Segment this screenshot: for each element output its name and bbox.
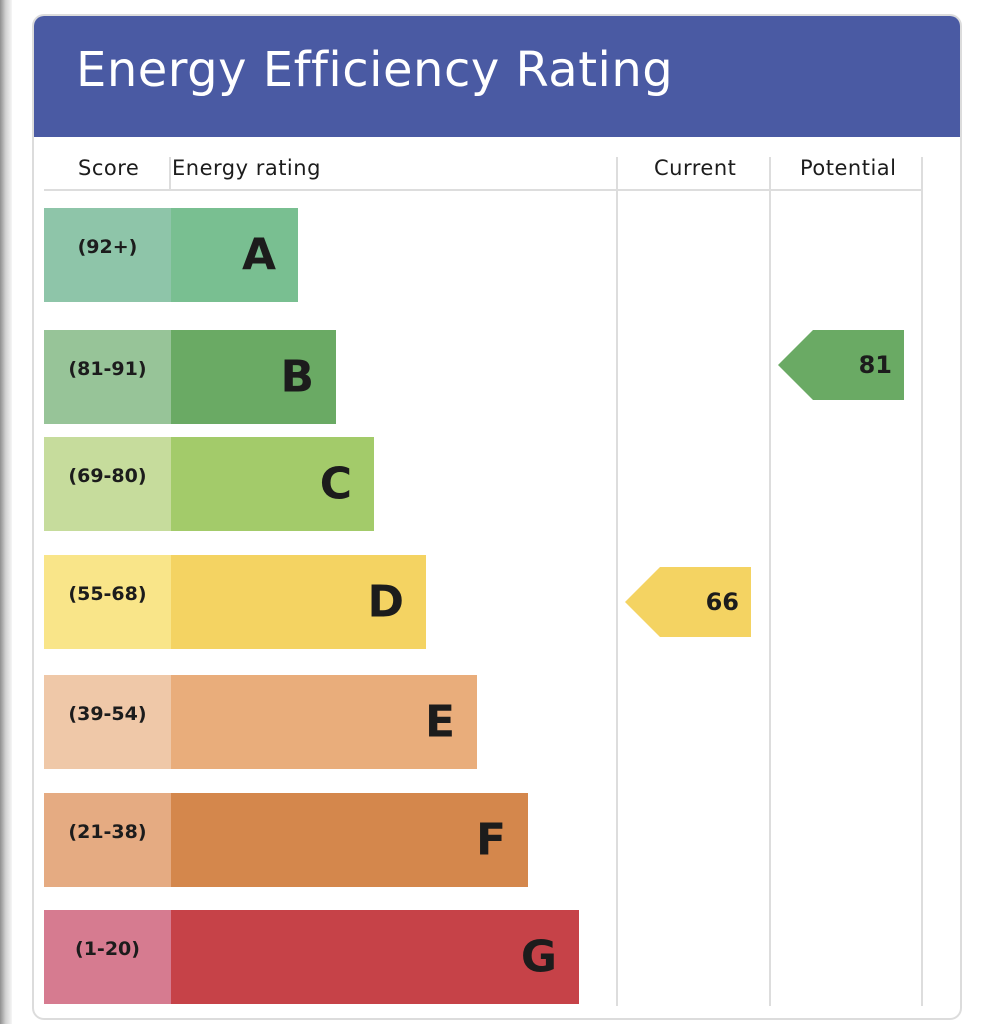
current-rating-value: 66 [705,588,739,616]
right-column-line [921,157,923,1006]
band-letter: B [280,351,314,403]
band-letter: E [424,696,455,748]
band-bar-e: E [171,675,477,769]
band-letter: G [520,931,557,983]
band-letter: A [241,229,276,281]
score-range-a: (92+) [44,208,171,302]
header-bar: Energy Efficiency Rating [34,16,960,137]
score-divider [169,157,171,189]
score-range-f: (21-38) [44,793,171,887]
band-bar-g: G [171,910,579,1004]
potential-column-header: Potential [800,156,897,180]
chart-title: Energy Efficiency Rating [76,42,674,98]
score-range-c: (69-80) [44,437,171,531]
current-rating-arrow: 66 [625,567,751,637]
score-range-label: (69-80) [68,465,147,487]
score-range-label: (21-38) [68,821,147,843]
header-divider [44,189,922,191]
score-range-label: (92+) [77,236,138,258]
score-range-e: (39-54) [44,675,171,769]
potential-rating-value: 81 [858,351,892,379]
potential-column-line [769,157,771,1006]
band-bar-b: B [171,330,336,424]
score-range-label: (1-20) [75,938,140,960]
band-letter: C [319,458,352,510]
score-range-g: (1-20) [44,910,171,1004]
score-range-label: (81-91) [68,358,147,380]
score-range-b: (81-91) [44,330,171,424]
band-letter: D [367,576,404,628]
potential-rating-arrow: 81 [778,330,904,400]
band-bar-f: F [171,793,528,887]
potential-arrow-shape [778,330,904,400]
band-bar-a: A [171,208,298,302]
score-range-d: (55-68) [44,555,171,649]
energy-rating-column-header: Energy rating [172,156,321,180]
page-edge-shadow [0,0,12,1024]
band-bar-d: D [171,555,426,649]
current-arrow-shape [625,567,751,637]
current-column-header: Current [654,156,737,180]
current-column-line [616,157,618,1006]
score-column-header: Score [78,156,140,180]
score-range-label: (39-54) [68,703,147,725]
score-range-label: (55-68) [68,583,147,605]
band-bar-c: C [171,437,374,531]
band-letter: F [475,814,506,866]
